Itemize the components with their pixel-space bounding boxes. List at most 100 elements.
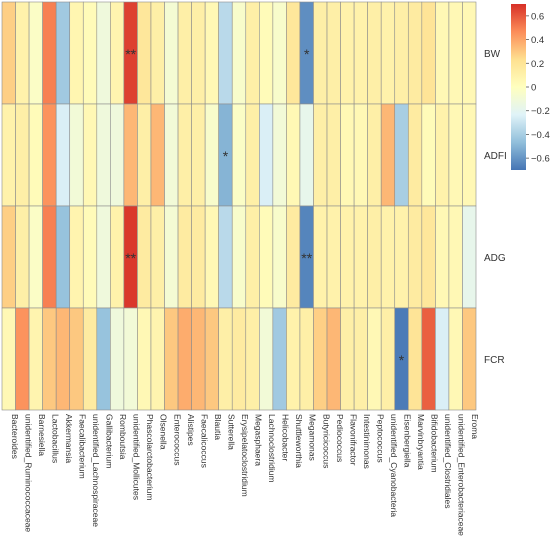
colorbar-gradient (511, 4, 526, 170)
colorbar-tick-label: −0.4 (531, 130, 550, 141)
cell-bw-erysipelatoclostridium (231, 1, 247, 105)
cell-adfi-eisenbergiella (394, 103, 409, 207)
cell-adfi-helicobacter (272, 103, 287, 207)
cell-bw-eisenbergiella (394, 1, 409, 105)
cell-adg-blautia (204, 205, 219, 309)
column-label-sutterella: Sutterella (226, 414, 236, 450)
cell-adg-eroma (462, 205, 477, 309)
cell-bw-blautia (204, 1, 219, 105)
column-label-shuttleworthia: Shuttleworthia (294, 414, 304, 468)
cell-bw-lactobacillus (42, 1, 57, 105)
cell-fcr-marvinbryantia (407, 307, 423, 411)
significance-bw-unidentified-mollicutes: ** (125, 46, 136, 62)
cell-adfi-unidentified-mollicutes (123, 103, 138, 207)
cell-adfi-akkermansia (55, 103, 71, 207)
cell-adfi-lachnoclostridium (259, 103, 274, 207)
cell-bw-unidentified-ruminococcaceae (15, 1, 30, 105)
cell-adfi-megasphaera (245, 103, 260, 207)
cell-fcr-unidentified-mollicutes (123, 307, 138, 411)
column-label-unidentified-cyanobacteria: unidentified_Cyanobacteria (389, 414, 399, 517)
cell-adfi-gallibacterium (96, 103, 111, 207)
cell-adg-unidentified-enterobacteriaceae (448, 205, 463, 309)
cell-adg-erysipelatoclostridium (231, 205, 247, 309)
cell-adg-eisenbergiella (394, 205, 409, 309)
cell-fcr-megasphaera (245, 307, 260, 411)
column-label-lactobacillus: Lactobacillus (50, 414, 60, 463)
cell-bw-enterococcus (164, 1, 179, 105)
cell-bw-gallibacterium (96, 1, 111, 105)
cell-bw-unidentified-lachnospiraceae (82, 1, 98, 105)
colorbar-tick-label: −0.6 (531, 154, 550, 165)
cell-fcr-phascolarctobacterium (137, 307, 152, 411)
column-label-alistipes: Alistipes (186, 414, 196, 446)
row-label-adg: ADG (484, 253, 506, 264)
cell-adfi-peptococcus (367, 103, 382, 207)
colorbar-tick-label: 0.4 (531, 35, 544, 46)
cell-adfi-unidentified-cyanobacteria (380, 103, 396, 207)
column-label-unidentified-clostridiales: unidentified_Clostridiales (443, 414, 453, 509)
column-label-flavonifractor: Flavonifractor (348, 414, 358, 466)
cell-adfi-unidentified-lachnospiraceae (82, 103, 98, 207)
cell-fcr-bifidobacterium (421, 307, 436, 411)
cell-fcr-lactobacillus (42, 307, 57, 411)
cell-fcr-eroma (462, 307, 477, 411)
cell-bw-megasphaera (245, 1, 260, 105)
cell-fcr-gallibacterium (96, 307, 111, 411)
cell-adg-gallibacterium (96, 205, 111, 309)
row-label-bw: BW (484, 49, 501, 60)
cell-adfi-unidentified-clostridiales (435, 103, 450, 207)
cell-adfi-unidentified-enterobacteriaceae (448, 103, 463, 207)
colorbar-tick-label: 0 (531, 83, 536, 94)
cell-fcr-alistipes (177, 307, 192, 411)
cell-bw-bifidobacterium (421, 1, 436, 105)
cell-adfi-faecalicoccus (191, 103, 206, 207)
cell-adg-peptococcus (367, 205, 382, 309)
column-label-unidentified-mollicutes: unidentified_Mollicutes (132, 414, 142, 500)
cell-bw-bacteroides (1, 1, 16, 105)
column-label-enterococcus: Enterococcus (172, 414, 182, 466)
cell-fcr-unidentified-clostridiales (435, 307, 450, 411)
cell-bw-unidentified-cyanobacteria (380, 1, 396, 105)
row-labels: BW ADFI ADG FCR (484, 49, 507, 366)
cell-adfi-marvinbryantia (407, 103, 423, 207)
cell-bw-eroma (462, 1, 477, 105)
row-label-adfi: ADFI (484, 151, 507, 162)
cell-bw-pediococcus (326, 1, 341, 105)
significance-markers: ** **** *** (125, 46, 405, 368)
cell-fcr-butyricicoccus (313, 307, 328, 411)
significance-adg-unidentified-mollicutes: ** (125, 250, 136, 266)
cell-adg-phascolarctobacterium (137, 205, 152, 309)
cell-bw-sutterella (218, 1, 233, 105)
cell-adg-barnesiella (28, 205, 43, 309)
column-label-phascolarctobacterium: Phascolarctobacterium (145, 414, 155, 500)
cell-adg-butyricicoccus (313, 205, 328, 309)
cell-adg-alistipes (177, 205, 192, 309)
cell-adg-romboutsia (110, 205, 125, 309)
cell-bw-akkermansia (55, 1, 71, 105)
cell-adg-shuttleworthia (286, 205, 301, 309)
cell-fcr-blautia (204, 307, 219, 411)
cell-fcr-helicobacter (272, 307, 287, 411)
cell-adfi-bifidobacterium (421, 103, 436, 207)
column-label-faecalicoccus: Faecalicoccus (199, 414, 209, 468)
cell-adfi-erysipelatoclostridium (231, 103, 247, 207)
column-label-unidentified-ruminococcaceae: unidentified_Ruminococcaceae (23, 414, 33, 532)
column-label-erysipelatoclostridium: Erysipelatoclostridium (240, 414, 250, 497)
cell-adg-akkermansia (55, 205, 71, 309)
cell-fcr-peptococcus (367, 307, 382, 411)
column-label-intestinimonas: Intestinimonas (362, 414, 372, 469)
cell-bw-barnesiella (28, 1, 43, 105)
column-label-lachnoclostridium: Lachnoclostridium (267, 414, 277, 483)
column-label-bacteroides: Bacteroides (10, 414, 20, 459)
cell-adg-unidentified-clostridiales (435, 205, 450, 309)
significance-fcr-eisenbergiella: * (399, 352, 405, 368)
cell-adfi-lactobacillus (42, 103, 57, 207)
column-label-marvinbryantia: Marvinbryantia (416, 414, 426, 470)
column-label-eisenbergiella: Eisenbergiella (403, 414, 413, 468)
heatmap-cells (1, 1, 477, 411)
column-label-helicobacter: Helicobacter (281, 414, 291, 461)
cell-bw-flavonifractor (340, 1, 355, 105)
cell-fcr-sutterella (218, 307, 233, 411)
cell-fcr-erysipelatoclostridium (231, 307, 247, 411)
colorbar-tick-label: 0.2 (531, 59, 544, 70)
